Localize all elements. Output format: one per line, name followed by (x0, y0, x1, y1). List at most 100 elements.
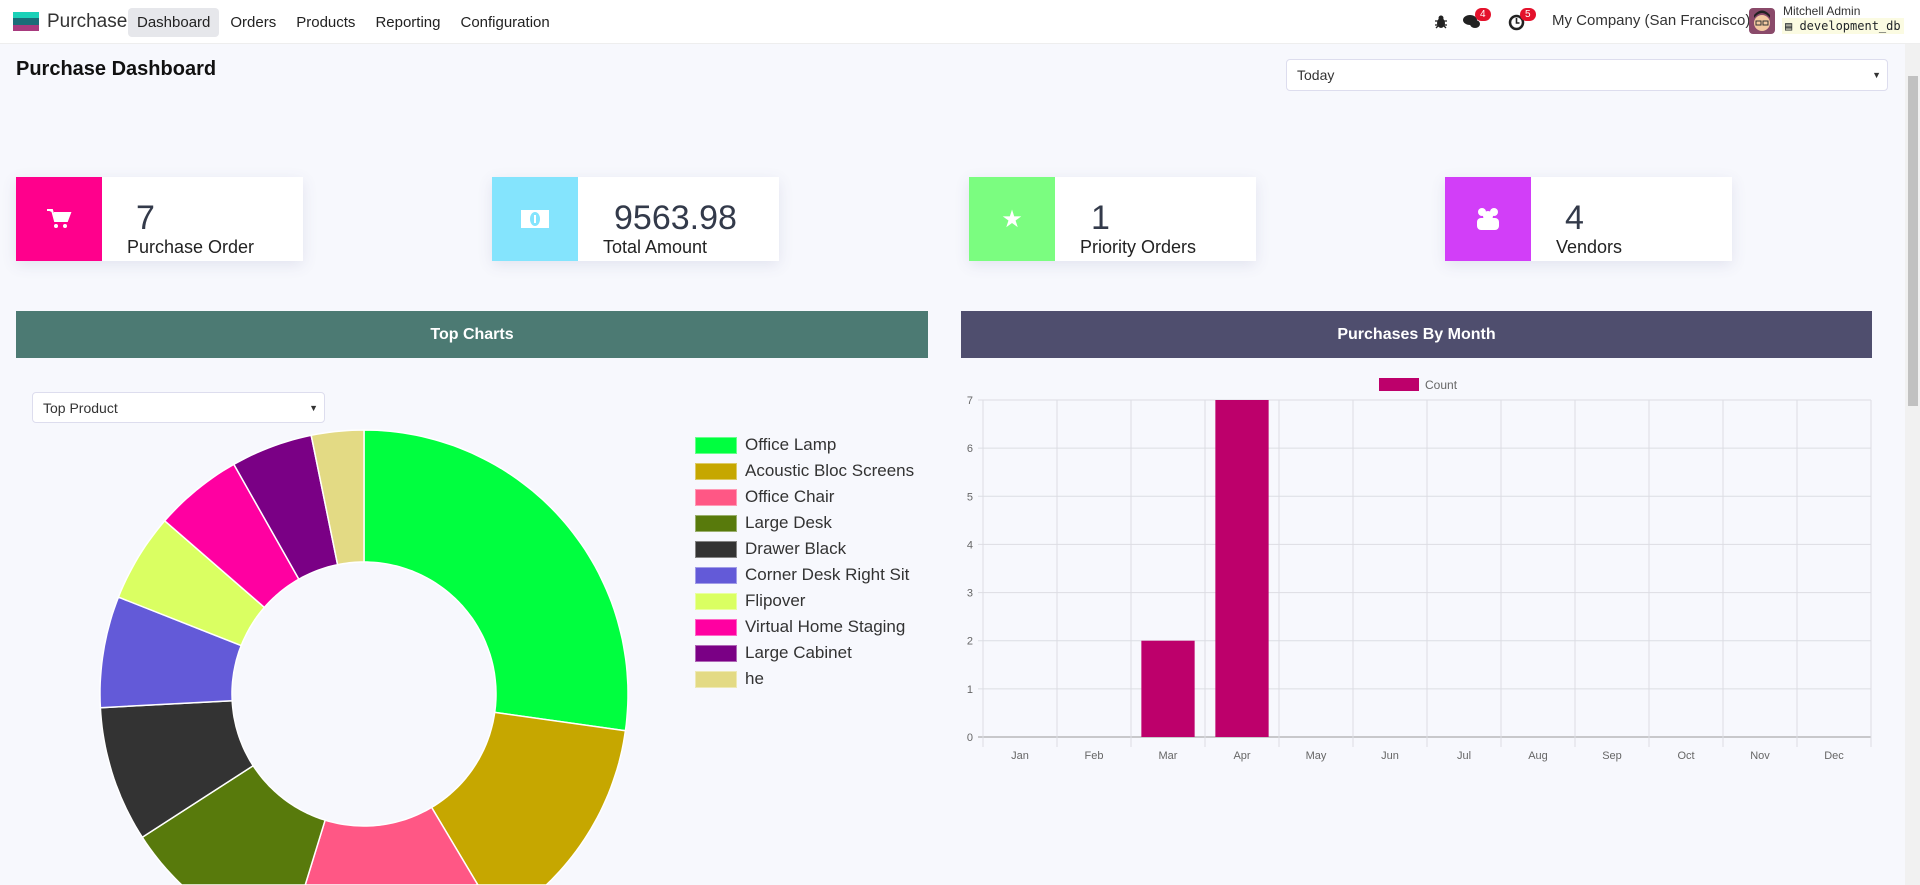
y-tick-label: 2 (967, 636, 973, 648)
user-name[interactable]: Mitchell Admin (1783, 4, 1861, 18)
card-priority-orders[interactable]: ★ 1 Priority Orders (969, 177, 1256, 261)
menu-dashboard[interactable]: Dashboard (128, 8, 220, 37)
legend-item[interactable]: he (695, 666, 914, 692)
menu-orders[interactable]: Orders (230, 14, 277, 31)
card-label: Total Amount (603, 237, 708, 257)
card-value: 4 (1565, 199, 1584, 237)
legend-swatch (695, 488, 737, 506)
donut-slice-large-desk[interactable] (141, 764, 326, 885)
caret-down-icon: ▼ (309, 402, 318, 413)
x-tick-label: Mar (1159, 750, 1178, 762)
x-tick-label: Feb (1085, 750, 1104, 762)
legend-item[interactable]: Corner Desk Right Sit (695, 562, 914, 588)
card-label: Purchase Order (127, 237, 255, 257)
legend-item[interactable]: Large Cabinet (695, 640, 914, 666)
legend-label: Office Lamp (745, 435, 837, 454)
legend-swatch (695, 644, 737, 662)
clock-icon (1508, 14, 1525, 30)
x-tick-label: Aug (1528, 750, 1548, 762)
top-chart-type-select[interactable]: Top Product ▼ (32, 392, 325, 423)
card-purchase-order[interactable]: 7 Purchase Order (16, 177, 303, 261)
bar-apr[interactable] (1215, 400, 1269, 737)
y-tick-label: 4 (967, 539, 973, 551)
x-tick-label: Oct (1677, 750, 1694, 762)
chat-icon (1463, 15, 1480, 28)
x-tick-label: Dec (1824, 750, 1844, 762)
donut-slice-office-chair[interactable] (304, 806, 479, 885)
user-avatar[interactable] (1749, 8, 1775, 34)
legend-label: Drawer Black (745, 539, 847, 558)
debug-bug-icon[interactable] (1434, 0, 1448, 44)
page-title: Purchase Dashboard (16, 58, 217, 80)
x-tick-label: Jan (1011, 750, 1029, 762)
legend-item[interactable]: Office Lamp (695, 432, 914, 458)
top-charts-header: Top Charts (16, 311, 928, 358)
card-vendors[interactable]: 4 Vendors (1445, 177, 1732, 261)
legend-item[interactable]: Virtual Home Staging (695, 614, 914, 640)
app-logo-icon[interactable] (13, 12, 39, 32)
bar-legend-swatch (1379, 378, 1419, 391)
y-tick-label: 6 (967, 443, 973, 455)
period-select[interactable]: Today ▼ (1286, 59, 1888, 91)
purchases-by-month-header: Purchases By Month (961, 311, 1872, 358)
top-navbar: Purchase Dashboard Orders Products Repor… (0, 0, 1920, 44)
company-switcher[interactable]: My Company (San Francisco) (1552, 12, 1751, 29)
legend-swatch (695, 670, 737, 688)
x-tick-label: Jul (1457, 750, 1471, 762)
y-tick-label: 0 (967, 732, 973, 744)
donut-slice-office-lamp[interactable] (363, 429, 629, 732)
legend-label: Virtual Home Staging (745, 617, 906, 636)
caret-down-icon: ▼ (1872, 70, 1881, 80)
legend-item[interactable]: Office Chair (695, 484, 914, 510)
y-tick-label: 1 (967, 684, 973, 696)
legend-label: Flipover (745, 591, 806, 610)
x-tick-label: Sep (1602, 750, 1622, 762)
top-product-donut-chart (99, 429, 629, 885)
legend-swatch (695, 436, 737, 454)
donut-legend: Office Lamp Acoustic Bloc Screens Office C… (695, 432, 914, 692)
card-label: Priority Orders (1080, 237, 1197, 257)
legend-label: Office Chair (745, 487, 835, 506)
period-value: Today (1297, 67, 1335, 83)
donut-slice-acoustic-bloc-screens[interactable] (430, 711, 627, 885)
app-name[interactable]: Purchase (47, 11, 128, 32)
card-value: 9563.98 (614, 199, 737, 237)
menu-reporting[interactable]: Reporting (375, 14, 441, 31)
legend-swatch (695, 462, 737, 480)
star-icon: ★ (969, 177, 1055, 261)
legend-item[interactable]: Flipover (695, 588, 914, 614)
database-name: ▤ development_db (1782, 18, 1904, 34)
database-label: development_db (1799, 19, 1901, 33)
card-total-amount[interactable]: 9563.98 Total Amount (492, 177, 779, 261)
legend-swatch (695, 514, 737, 532)
scrollbar-thumb[interactable] (1908, 76, 1918, 406)
activities-badge: 5 (1520, 8, 1536, 21)
donut-slice-he[interactable] (310, 429, 365, 566)
legend-label: Large Cabinet (745, 643, 852, 662)
legend-swatch (695, 540, 737, 558)
y-tick-label: 3 (967, 588, 973, 600)
menu-configuration[interactable]: Configuration (460, 14, 550, 31)
legend-label: Large Desk (745, 513, 832, 532)
bar-mar[interactable] (1141, 640, 1195, 737)
legend-label: Corner Desk Right Sit (745, 565, 910, 584)
menu-products[interactable]: Products (296, 14, 356, 31)
messages-button[interactable]: 4 (1463, 0, 1491, 44)
purchases-by-month-bar-chart: 0 1 2 3 4 5 6 7 Jan Feb Mar Apr May Jun Jul Aug Sep Oct No… (967, 378, 1872, 762)
legend-swatch (695, 566, 737, 584)
y-tick-label: 7 (967, 395, 973, 407)
legend-label: Acoustic Bloc Screens (745, 461, 915, 480)
x-tick-label: Apr (1233, 750, 1250, 762)
legend-item[interactable]: Large Desk (695, 510, 914, 536)
activities-button[interactable]: 5 (1508, 0, 1536, 44)
legend-item[interactable]: Acoustic Bloc Screens (695, 458, 914, 484)
users-icon (1445, 177, 1531, 261)
money-icon (492, 177, 578, 261)
legend-item[interactable]: Drawer Black (695, 536, 914, 562)
page-scrollbar[interactable] (1905, 44, 1920, 885)
legend-swatch (695, 618, 737, 636)
y-tick-label: 5 (967, 491, 973, 503)
card-label: Vendors (1556, 237, 1623, 257)
bar-legend-label[interactable]: Count (1425, 378, 1458, 392)
card-value: 1 (1091, 199, 1110, 237)
